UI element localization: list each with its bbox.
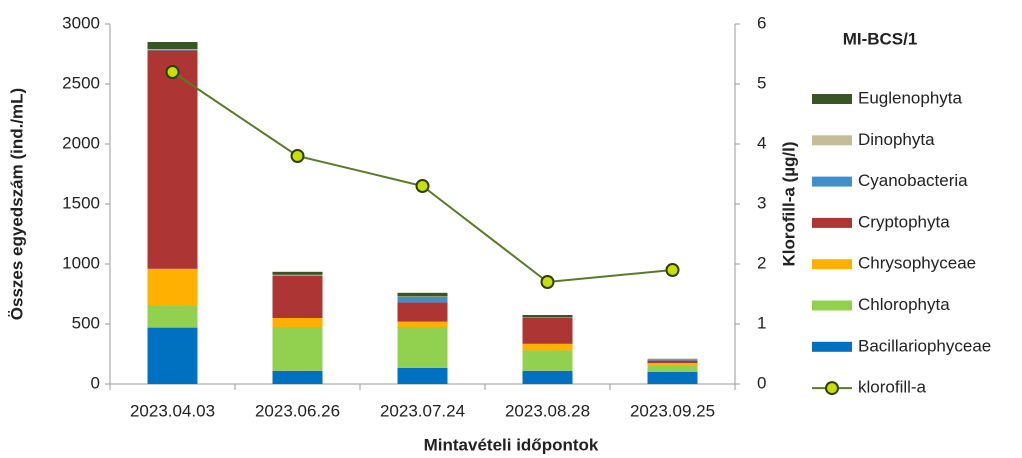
- bar-segment: [647, 360, 698, 363]
- legend-swatch: [812, 217, 852, 228]
- y2-axis-title: Klorofill-a (µg/l): [779, 141, 798, 266]
- bar-segment: [272, 327, 323, 371]
- line-marker: [290, 149, 305, 163]
- bar-segment: [522, 315, 573, 318]
- bar-segment: [397, 321, 448, 327]
- bar-segment: [647, 366, 698, 372]
- bar-segment: [647, 372, 698, 384]
- y2-tick-label: 3: [757, 193, 766, 212]
- bar-segment: [397, 297, 448, 303]
- y2-tick-label: 2: [757, 253, 766, 272]
- y-tick-label: 500: [72, 313, 100, 332]
- bar-segment: [147, 49, 198, 50]
- legend-swatch: [812, 300, 852, 311]
- x-axis-title: Mintavételi időpontok: [424, 435, 599, 454]
- bar-segment: [397, 296, 448, 297]
- y-tick-label: 0: [91, 373, 100, 392]
- bar-segment: [272, 271, 323, 275]
- x-tick-label: 2023.09.25: [630, 401, 715, 420]
- bar-segment: [147, 42, 198, 50]
- legend-label: klorofill-a: [858, 378, 927, 397]
- y2-tick-label: 0: [757, 373, 766, 392]
- bar-segment: [272, 274, 323, 276]
- bar-segment: [647, 358, 698, 360]
- bar-segment: [647, 363, 698, 366]
- bar-segment: [522, 350, 573, 371]
- x-tick-label: 2023.06.26: [255, 401, 340, 420]
- bar-segment: [272, 370, 323, 384]
- bar-segment: [272, 276, 323, 318]
- legend-marker: [825, 381, 839, 396]
- legend-swatch: [812, 135, 852, 146]
- legend-label: Chlorophyta: [858, 295, 950, 314]
- bar-segment: [397, 302, 448, 322]
- bar-segment: [397, 292, 448, 297]
- bar-segment: [147, 268, 198, 306]
- legend-swatch: [812, 94, 852, 104]
- bar-segment: [522, 370, 573, 384]
- x-tick-label: 2023.08.28: [505, 401, 590, 420]
- x-tick-label: 2023.04.03: [130, 401, 215, 420]
- bar-segment: [397, 327, 448, 368]
- y-axis-title: Összes egyedszám (ind./mL): [7, 88, 26, 320]
- y-tick-label: 2000: [62, 133, 100, 152]
- legend-label: Dinophyta: [858, 130, 935, 149]
- bar-segment: [522, 318, 573, 344]
- legend-label: Euglenophyta: [858, 88, 963, 107]
- y-tick-label: 1500: [62, 193, 100, 212]
- bar-segment: [522, 343, 573, 351]
- bar-segment: [147, 49, 198, 51]
- legend-swatch: [812, 259, 852, 270]
- bar-segment: [647, 360, 698, 361]
- bar-segment: [272, 318, 323, 327]
- line-marker: [165, 65, 180, 79]
- y2-tick-label: 5: [757, 73, 766, 92]
- y-tick-label: 3000: [62, 13, 100, 32]
- bar-segment: [147, 50, 198, 269]
- chart-title: MI-BCS/1: [843, 29, 918, 48]
- y-tick-label: 1000: [62, 253, 100, 272]
- x-tick-label: 2023.07.24: [380, 401, 465, 420]
- y2-tick-label: 1: [757, 313, 766, 332]
- line-marker: [540, 275, 555, 289]
- bar-segment: [647, 359, 698, 360]
- legend-label: Bacillariophyceae: [858, 336, 991, 355]
- legend-label: Cyanobacteria: [858, 171, 968, 190]
- bar-segment: [147, 327, 198, 384]
- bar-segment: [147, 306, 198, 328]
- legend-swatch: [812, 341, 852, 352]
- line: [171, 71, 673, 284]
- bar-segment: [272, 275, 323, 276]
- legend-label: Chrysophyceae: [858, 254, 976, 273]
- line-marker: [415, 179, 430, 193]
- y-tick-label: 2500: [62, 73, 100, 92]
- y2-tick-label: 4: [757, 133, 766, 152]
- legend-label: Cryptophyta: [858, 212, 950, 231]
- bar-segment: [397, 367, 448, 384]
- line-marker: [665, 263, 680, 277]
- legend-swatch: [812, 176, 852, 187]
- y2-tick-label: 6: [757, 13, 766, 32]
